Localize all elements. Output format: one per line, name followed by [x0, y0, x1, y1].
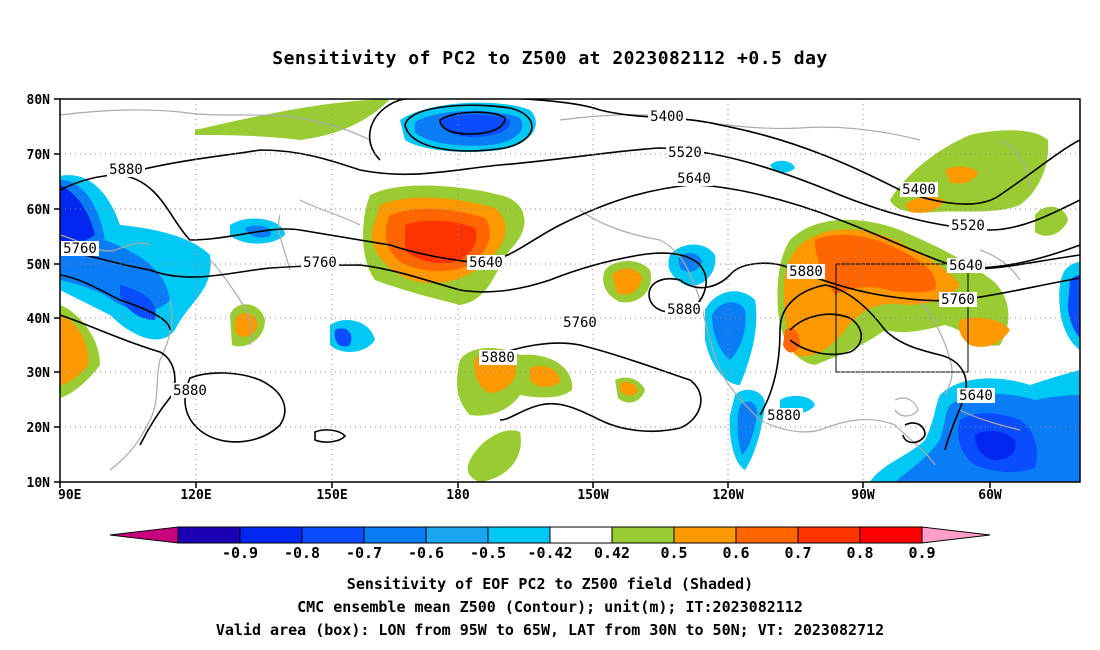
lon-tick-label: 180 [446, 488, 470, 503]
contour-label-bg [765, 408, 803, 423]
caption-line-1: Sensitivity of EOF PC2 to Z500 field (Sh… [346, 575, 754, 593]
contour-label: 5880 [173, 383, 207, 399]
contour-label: 5880 [767, 408, 801, 424]
lon-tick-label: 150W [577, 488, 608, 503]
contour-label: 5640 [677, 171, 711, 187]
colorbar-label: -0.42 [527, 544, 572, 562]
contour-label-bg [467, 255, 505, 270]
lon-axis: 90E 120E 150E 180 150W 120W 90W 60W [58, 482, 1002, 503]
contour-label-bg [900, 182, 938, 197]
contour-label: 5760 [563, 315, 597, 331]
contour-label-bg [787, 264, 825, 279]
contour-label-bg [648, 109, 686, 124]
lat-tick-label: 60N [27, 203, 51, 218]
colorbar-swatch [363, 526, 427, 544]
colorbar-label: -0.5 [470, 544, 506, 562]
contour-label-bg [957, 388, 995, 403]
lat-tick-label: 10N [27, 476, 51, 491]
colorbar-label: 0.9 [908, 544, 935, 562]
lon-tick-label: 60W [978, 488, 1002, 503]
caption-line-3: Valid area (box): LON from 95W to 65W, L… [215, 621, 885, 639]
contour-label-bg [107, 162, 145, 177]
lon-tick-label: 120W [712, 488, 743, 503]
contour-label: 5400 [650, 109, 684, 125]
lat-axis: 80N 70N 60N 50N 40N 30N 20N 10N [27, 93, 60, 491]
colorbar-label: -0.6 [408, 544, 444, 562]
contour-label-bg [947, 258, 985, 273]
plot-frame [59, 98, 1081, 483]
contour-label: 5640 [469, 255, 503, 271]
colorbar-swatch [673, 526, 737, 544]
colorbar-swatch [239, 526, 303, 544]
colorbar-label: 0.5 [660, 544, 687, 562]
contour-label-bg [479, 350, 517, 365]
colorbar-label: -0.7 [346, 544, 382, 562]
colorbar-swatch [735, 526, 799, 544]
colorbar-swatch [549, 526, 613, 544]
colorbar-swatch [859, 526, 923, 544]
lat-tick-label: 50N [27, 258, 51, 273]
lat-tick-label: 40N [27, 312, 51, 327]
colorbar-label: 0.7 [784, 544, 811, 562]
colorbar-swatch [797, 526, 861, 544]
contour-label: 5880 [789, 264, 823, 280]
contour-label: 5760 [303, 255, 337, 271]
colorbar-label: 0.42 [594, 544, 630, 562]
contour-label-bg [939, 292, 977, 307]
contour-label: 5880 [109, 162, 143, 178]
lon-tick-label: 90E [58, 488, 81, 503]
lat-tick-label: 80N [27, 93, 51, 108]
colorbar-swatch [301, 526, 365, 544]
contour-label-bg [665, 302, 703, 317]
contour-label: 5880 [481, 350, 515, 366]
contour-label: 5640 [959, 388, 993, 404]
contour-label: 5400 [902, 182, 936, 198]
chart-title: Sensitivity of PC2 to Z500 at 2023082112… [272, 48, 828, 69]
caption-line-2: CMC ensemble mean Z500 (Contour); unit(m… [297, 598, 803, 616]
lon-tick-label: 120E [180, 488, 211, 503]
shaded-sensitivity-field [60, 99, 1080, 482]
coastlines [60, 109, 1031, 471]
contour-label: 5640 [949, 258, 983, 274]
contour-label-bg [949, 218, 987, 233]
lat-tick-label: 20N [27, 421, 51, 436]
colorbar-swatch [425, 526, 489, 544]
contour-label-bg [561, 315, 599, 330]
lon-tick-label: 150E [316, 488, 347, 503]
colorbar-swatch [611, 526, 675, 544]
colorbar-swatch [177, 526, 241, 544]
contour-label: 5520 [951, 218, 985, 234]
contour-label-bg [675, 171, 713, 186]
contour-label-bg [171, 383, 209, 398]
lat-tick-label: 30N [27, 366, 51, 381]
lon-tick-label: 90W [851, 488, 875, 503]
contour-label-bg [61, 241, 99, 256]
lat-tick-label: 70N [27, 148, 51, 163]
colorbar-low-extend [109, 526, 179, 544]
colorbar: -0.9 -0.8 -0.7 -0.6 -0.5 -0.42 0.42 0.5 0.6 0.7 0.… [109, 526, 991, 562]
contour-label: 5880 [667, 302, 701, 318]
colorbar-label: -0.9 [222, 544, 258, 562]
contour-label-bg [666, 145, 704, 160]
colorbar-high-extend [921, 526, 991, 544]
contour-labels: 5400 5520 5640 5760 5880 5640 5760 5880 5760 5880… [61, 109, 995, 424]
contour-label: 5520 [668, 145, 702, 161]
contour-label: 5760 [63, 241, 97, 257]
colorbar-swatch [487, 526, 551, 544]
colorbar-label: -0.8 [284, 544, 320, 562]
contour-label: 5760 [941, 292, 975, 308]
contour-label-bg [301, 255, 339, 270]
colorbar-label: 0.8 [846, 544, 873, 562]
colorbar-label: 0.6 [722, 544, 749, 562]
